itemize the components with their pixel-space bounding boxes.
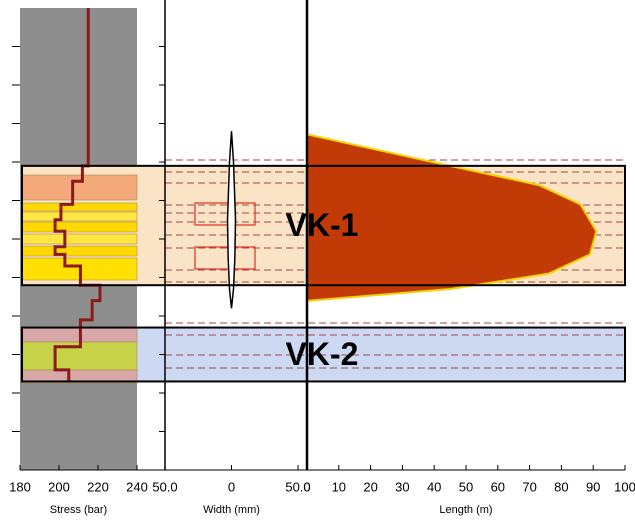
width-profile [228, 131, 236, 308]
x-tick-label: 0 [228, 479, 235, 494]
x-axis-title: Width (mm) [203, 504, 260, 516]
layer [22, 212, 137, 221]
x-axis-title: Length (m) [439, 504, 492, 516]
layer [22, 222, 137, 232]
x-tick-label: 200 [48, 479, 70, 494]
x-tick-label: 60 [491, 479, 505, 494]
layer [22, 203, 137, 211]
x-tick-label: 90 [586, 479, 600, 494]
zone-label: VK-1 [286, 207, 359, 243]
x-tick-label: 180 [9, 479, 31, 494]
x-tick-label: 0 [303, 479, 310, 494]
x-tick-label: 220 [87, 479, 109, 494]
zone-label: VK-2 [286, 336, 359, 372]
layer [22, 175, 137, 200]
x-tick-label: 100 [614, 479, 635, 494]
x-tick-label: 40 [427, 479, 441, 494]
chart: VK-1VK-2180200220240Stress (bar)50.0050.… [0, 0, 635, 521]
x-tick-label: 240 [126, 479, 148, 494]
x-tick-label: 10 [332, 479, 346, 494]
x-tick-label: 70 [522, 479, 536, 494]
x-tick-label: 30 [395, 479, 409, 494]
layer [22, 246, 137, 256]
x-tick-label: 50 [459, 479, 473, 494]
x-tick-label: 20 [363, 479, 377, 494]
layer [22, 234, 137, 244]
x-axis-title: Stress (bar) [50, 504, 107, 516]
x-tick-label: 50.0 [152, 479, 177, 494]
x-tick-label: 80 [554, 479, 568, 494]
